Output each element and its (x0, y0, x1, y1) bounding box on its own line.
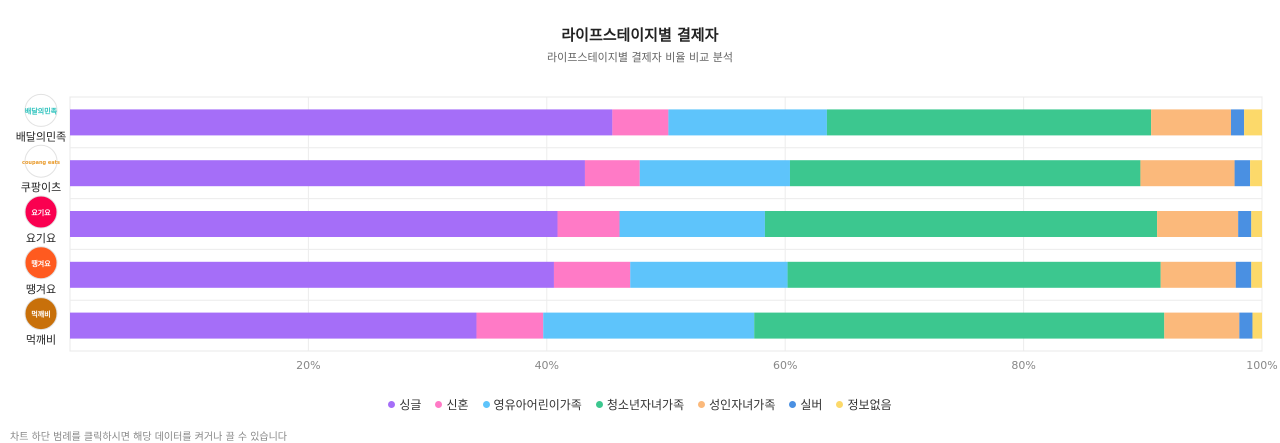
bar-segment[interactable] (476, 312, 544, 339)
legend-item[interactable]: 영유아어린이가족 (482, 396, 582, 413)
bar-segment[interactable] (826, 109, 1152, 136)
legend-label: 실버 (800, 398, 823, 412)
bar-segment[interactable] (630, 261, 788, 288)
bar-segment[interactable] (754, 312, 1165, 339)
bar-segment[interactable] (1140, 160, 1235, 187)
legend-label: 싱글 (399, 398, 422, 412)
bar-segment[interactable] (584, 160, 640, 187)
svg-text:땡겨요: 땡겨요 (31, 259, 51, 268)
legend-item[interactable]: 청소년자녀가족 (595, 396, 685, 413)
legend-dot-icon (482, 401, 490, 408)
bar-segment[interactable] (789, 160, 1141, 187)
legend-hint-text: 차트 하단 범례를 클릭하시면 해당 데이터를 켜거나 끌 수 있습니다 (10, 432, 288, 443)
category-label: 땡겨요 (26, 283, 56, 296)
bar-segment[interactable] (70, 312, 477, 339)
legend-label: 성인자녀가족 (709, 398, 776, 412)
legend-dot-icon (435, 401, 443, 408)
legend-item[interactable]: 정보없음 (836, 396, 892, 413)
legend-dot-icon (698, 401, 706, 408)
bar-segment[interactable] (553, 261, 631, 288)
bar-segment[interactable] (1231, 109, 1245, 136)
chart-legend: 싱글 신혼 영유아어린이가족 청소년자녀가족 성인자녀가족 실버 정보없음 (0, 396, 1280, 413)
bar-segment[interactable] (1235, 261, 1252, 288)
mukkebi-logo: 먹깨비 (24, 297, 58, 331)
svg-text:먹깨비: 먹깨비 (31, 310, 50, 319)
legend-label: 정보없음 (847, 398, 892, 412)
bar-segment[interactable] (1238, 211, 1252, 237)
bar-segment[interactable] (70, 109, 613, 136)
bar-segment[interactable] (1252, 312, 1262, 339)
legend-item[interactable]: 성인자녀가족 (698, 396, 775, 413)
bar-segment[interactable] (1234, 160, 1251, 187)
x-tick-label: 40% (535, 359, 559, 372)
legend-label: 청소년자녀가족 (606, 398, 685, 412)
legend-label: 영유아어린이가족 (493, 398, 582, 412)
x-tick-label: 20% (296, 359, 320, 372)
bar-segment[interactable] (619, 211, 765, 237)
category-label: 쿠팡이츠 (21, 181, 61, 194)
bar-segment[interactable] (1251, 261, 1262, 288)
legend-label: 신혼 (446, 398, 469, 412)
bar-segment[interactable] (1244, 109, 1262, 136)
bar-segment[interactable] (1160, 261, 1236, 288)
svg-text:coupang eats: coupang eats (22, 160, 60, 166)
category-label: 먹깨비 (26, 334, 56, 347)
bar-segment[interactable] (557, 211, 620, 237)
bar-segment[interactable] (1239, 312, 1253, 339)
x-tick-label: 100% (1246, 359, 1277, 372)
legend-item[interactable]: 실버 (789, 396, 822, 413)
category-label: 요기요 (26, 232, 56, 245)
chart-title: 라이프스테이지별 결제자 (561, 26, 719, 44)
bar-segment[interactable] (1157, 211, 1239, 237)
chart-subtitle: 라이프스테이지별 결제자 비율 비교 분석 (546, 51, 734, 64)
yogiyo-logo: 요기요 (24, 195, 58, 229)
bar-segment[interactable] (70, 211, 558, 237)
bar-segment[interactable] (1151, 109, 1232, 136)
legend-dot-icon (789, 401, 797, 408)
bar-segment[interactable] (639, 160, 790, 187)
svg-text:요기요: 요기요 (31, 208, 51, 217)
baemin-logo: 배달의민족 (24, 93, 58, 127)
bar-segment[interactable] (668, 109, 827, 136)
coupang-eats-logo: coupang eats (22, 144, 60, 178)
svg-text:배달의민족: 배달의민족 (25, 106, 58, 115)
bar-segment[interactable] (612, 109, 669, 136)
legend-dot-icon (595, 401, 603, 408)
legend-dot-icon (388, 401, 396, 408)
bar-segment[interactable] (70, 261, 554, 288)
bar-segment[interactable] (543, 312, 755, 339)
bar-segment[interactable] (764, 211, 1158, 237)
legend-dot-icon (836, 401, 844, 408)
ddangyo-logo: 땡겨요 (24, 246, 58, 280)
legend-item[interactable]: 싱글 (388, 396, 421, 413)
bar-segment[interactable] (787, 261, 1161, 288)
x-tick-label: 80% (1011, 359, 1035, 372)
legend-item[interactable]: 신혼 (435, 396, 469, 413)
bar-segment[interactable] (1251, 211, 1262, 237)
x-tick-label: 60% (773, 359, 797, 372)
bar-segment[interactable] (1250, 160, 1262, 187)
category-label: 배달의민족 (16, 130, 67, 143)
bar-segment[interactable] (1164, 312, 1240, 339)
bar-segment[interactable] (70, 160, 585, 187)
